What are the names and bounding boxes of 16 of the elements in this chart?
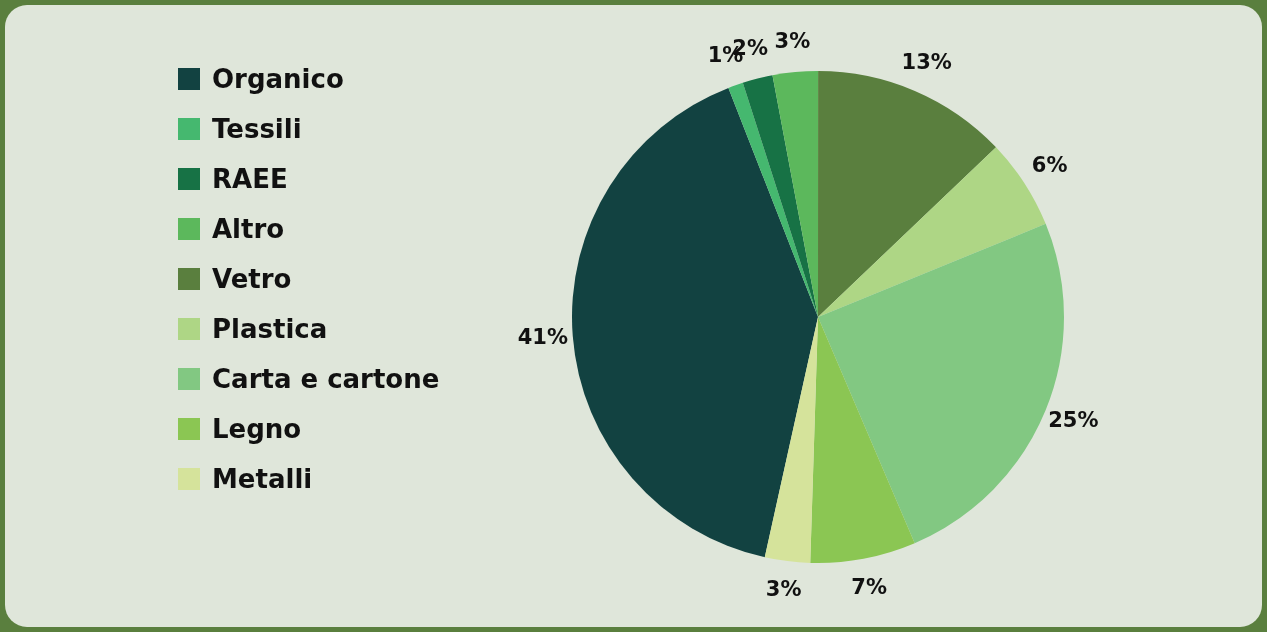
legend-label: Altro xyxy=(212,214,285,244)
data-label: 41% xyxy=(517,324,568,349)
data-label: 7% xyxy=(851,574,887,599)
legend-label: Metalli xyxy=(212,464,313,494)
legend-label: Legno xyxy=(212,414,302,444)
data-label: 3% xyxy=(774,28,811,53)
legend-label: Organico xyxy=(212,64,344,94)
data-label: 25% xyxy=(1048,408,1099,433)
legend-label: Vetro xyxy=(212,264,292,294)
data-label: 6% xyxy=(1031,153,1068,178)
data-label: 13% xyxy=(901,49,952,74)
legend-label: Carta e cartone xyxy=(212,364,440,394)
legend-label: Plastica xyxy=(212,314,328,344)
data-label: 3% xyxy=(765,577,802,602)
legend-label: RAEE xyxy=(212,164,288,194)
legend-label: Tessili xyxy=(212,114,302,144)
